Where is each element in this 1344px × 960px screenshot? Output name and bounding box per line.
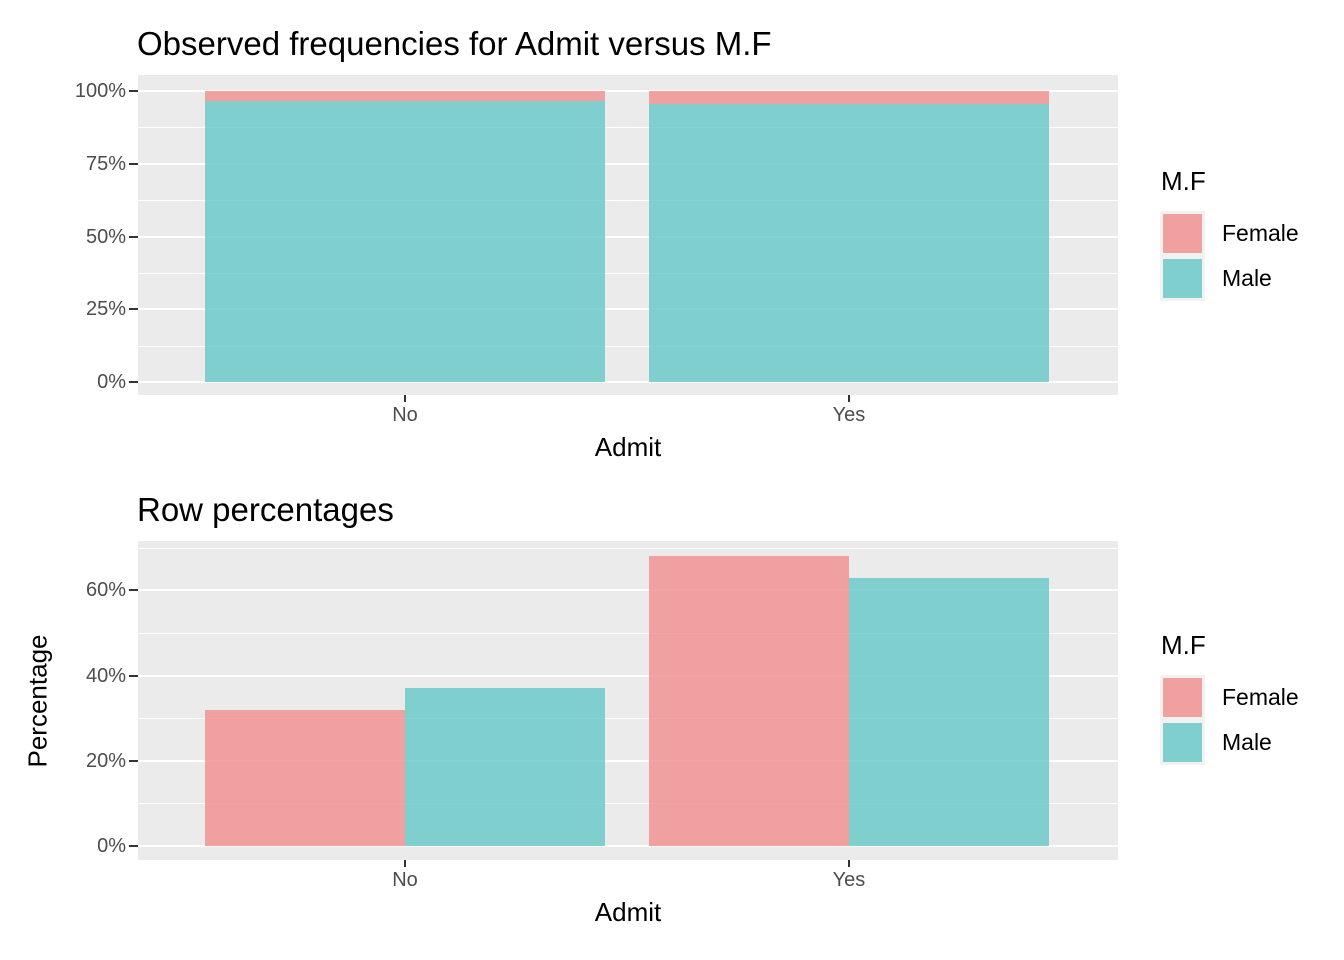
y-tick-mark — [129, 308, 138, 311]
major-gridline — [138, 759, 1118, 762]
minor-gridline — [138, 200, 1118, 202]
minor-gridline — [138, 803, 1118, 805]
y-tick-mark — [129, 674, 138, 677]
x-tick-label: Yes — [832, 869, 866, 891]
legend-item-female: Female — [1160, 211, 1299, 256]
legend-item-female: Female — [1160, 675, 1299, 720]
bar-no-male — [205, 100, 605, 382]
y-tick-mark — [129, 589, 138, 592]
minor-gridline — [138, 127, 1118, 129]
legend-label: Male — [1222, 729, 1272, 755]
male-swatch-icon — [1160, 256, 1205, 301]
major-gridline — [138, 589, 1118, 592]
major-gridline — [138, 674, 1118, 677]
minor-gridline — [138, 718, 1118, 720]
y-tick-label: 0% — [97, 371, 126, 393]
y-tick-mark — [129, 235, 138, 238]
y-tick-label: 60% — [85, 579, 126, 602]
y-tick-label: 25% — [85, 298, 126, 321]
plot-panel — [138, 541, 1118, 860]
minor-gridline — [138, 345, 1118, 347]
female-swatch-icon — [1160, 675, 1205, 720]
x-tick-label: Yes — [832, 404, 866, 426]
major-gridline — [138, 308, 1118, 311]
chart-title: Observed frequencies for Admit versus M.… — [137, 25, 772, 62]
x-tick-label: No — [392, 404, 418, 426]
y-tick-mark — [129, 759, 138, 762]
major-gridline — [138, 381, 1118, 383]
y-tick-label: 0% — [97, 835, 126, 857]
major-gridline — [138, 235, 1118, 238]
bar-no-male — [405, 688, 605, 846]
major-gridline — [138, 845, 1118, 847]
minor-gridline — [138, 547, 1118, 549]
plot-panel — [138, 75, 1118, 395]
y-tick-label: 50% — [85, 225, 126, 248]
x-tick-mark — [848, 395, 850, 402]
legend-label: Male — [1222, 265, 1272, 291]
y-axis-title: Percentage — [22, 634, 53, 768]
major-gridline — [138, 90, 1118, 92]
bar-yes-female — [649, 91, 1049, 105]
y-tick-mark — [129, 845, 138, 847]
minor-gridline — [138, 633, 1118, 634]
legend-label: Female — [1222, 220, 1299, 246]
minor-gridline — [138, 272, 1118, 274]
bar-yes-female — [649, 556, 849, 846]
bar-yes-male — [649, 104, 1049, 382]
x-tick-mark — [848, 860, 850, 867]
legend-item-male: Male — [1160, 720, 1299, 765]
bar-no-female — [205, 709, 405, 846]
x-axis-title: Admit — [594, 432, 662, 462]
female-swatch-icon — [1160, 211, 1205, 256]
x-tick-mark — [404, 395, 406, 402]
x-tick-mark — [404, 860, 406, 867]
chart-title: Row percentages — [137, 491, 394, 528]
y-tick-mark — [129, 381, 138, 383]
y-tick-mark — [129, 90, 138, 92]
y-tick-label: 100% — [74, 80, 126, 102]
legend-label: Female — [1222, 684, 1299, 710]
bar-no-female — [205, 91, 605, 101]
legend-title: M.F — [1161, 166, 1206, 196]
bar-yes-male — [849, 577, 1049, 846]
y-tick-mark — [129, 162, 138, 165]
major-gridline — [138, 162, 1118, 165]
legend-title: M.F — [1161, 630, 1206, 660]
x-axis-title: Admit — [594, 897, 662, 927]
x-tick-label: No — [392, 869, 418, 891]
y-tick-label: 75% — [85, 152, 126, 175]
legend-item-male: Male — [1160, 256, 1299, 301]
male-swatch-icon — [1160, 720, 1205, 765]
